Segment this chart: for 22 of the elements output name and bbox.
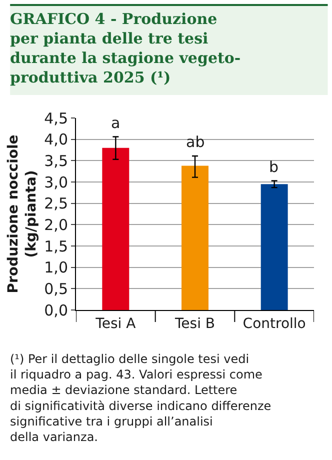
- x-tick-label: Tesi B: [174, 316, 216, 332]
- y-tick-label: 4,0: [44, 130, 68, 149]
- y-tick-label: 3,0: [44, 173, 68, 192]
- bar: [260, 184, 288, 310]
- x-tick-label: Tesi A: [94, 316, 136, 332]
- annotation: b: [269, 158, 279, 176]
- chart-title: GRAFICO 4 - Produzione per pianta delle tre tesi durante la stagione vegeto- produttiva 2025 (¹): [10, 10, 241, 86]
- x-tick-label: Controllo: [242, 316, 306, 332]
- text: (¹) Per il dettaglio delle singole tesi vedi il riquadro a pag. 43. Valori espressi come media ± deviazione standard. Lettere di significatività diverse indicano differenze significative tra i gruppi all’analisi della varianza.: [10, 352, 272, 444]
- annotation: ab: [186, 133, 205, 151]
- y-tick-label: 1,5: [44, 237, 68, 256]
- y-tick-label: 2,5: [44, 194, 68, 213]
- y-tick-label: 4,5: [44, 109, 68, 128]
- y-tick-label: 3,5: [44, 152, 68, 170]
- y-tick-label: 0,0: [44, 301, 68, 320]
- y-tick-label: 0,5: [44, 280, 68, 298]
- bar: [182, 166, 208, 310]
- bar: [102, 148, 130, 310]
- y-axis-title: Produzione nocciole (kg/pianta): [6, 134, 40, 294]
- y-tick-label: 1,0: [44, 258, 68, 277]
- annotation: a: [111, 114, 120, 132]
- y-tick-label: 2,0: [44, 216, 68, 234]
